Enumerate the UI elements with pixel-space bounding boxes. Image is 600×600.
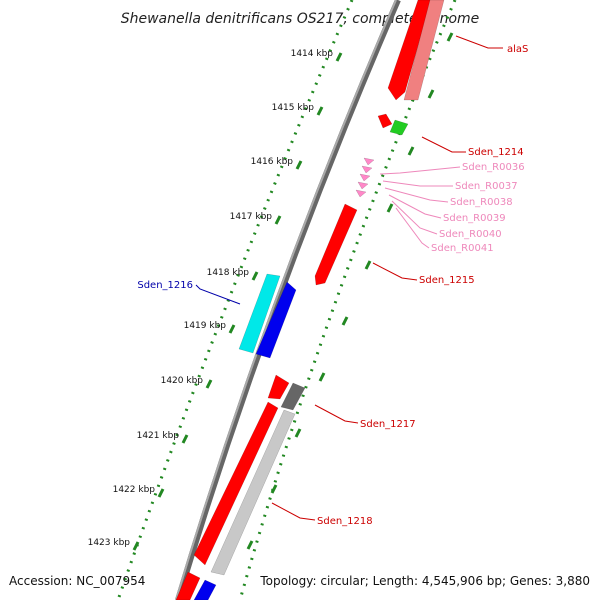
tick-label: 1421 kbp <box>137 431 180 441</box>
tick-mark <box>181 434 189 444</box>
gene-label: Sden_R0039 <box>443 213 506 224</box>
tick-label: 1414 kbp <box>291 49 334 59</box>
tick-mark <box>341 316 349 326</box>
gene-label: Sden_R0040 <box>439 229 502 240</box>
trna-feature <box>359 173 371 182</box>
alaS-complement-feature <box>403 0 445 101</box>
genome-summary: Topology: circular; Length: 4,545,906 bp… <box>260 574 590 588</box>
gene-label: Sden_R0036 <box>462 162 525 173</box>
gene-label: Sden_1217 <box>360 419 416 430</box>
gene-label: alaS <box>507 44 528 55</box>
bottom-red-feature <box>175 571 201 600</box>
tick-mark <box>316 106 324 116</box>
outer-ruler <box>116 0 354 600</box>
leader-line <box>379 166 461 175</box>
ruler-ticks: 1414 kbp 1415 kbp 1416 kbp 1417 kbp 1418 kbp… <box>88 32 454 551</box>
leader-line <box>314 404 359 424</box>
alaS-feature <box>387 0 432 101</box>
rrna-feature <box>389 119 409 136</box>
gene-label: Sden_1214 <box>468 147 524 158</box>
tick-mark <box>251 271 259 281</box>
tick-mark <box>228 324 236 334</box>
tick-label: 1420 kbp <box>161 376 204 386</box>
sden-1215-feature <box>314 203 358 286</box>
trna-feature <box>355 189 367 198</box>
gene-labels: alaS Sden_1214 Sden_R0036 Sden_R0037 Sden_R0… <box>137 44 528 527</box>
backbone-track <box>175 0 401 600</box>
tick-label: 1418 kbp <box>207 268 250 278</box>
trna-feature <box>361 165 373 174</box>
leader-line <box>388 194 442 219</box>
sden-1217b-feature <box>280 382 306 411</box>
gene-label: Sden_1216 <box>137 280 193 291</box>
tick-mark <box>294 428 302 438</box>
tick-mark <box>364 260 372 270</box>
tick-mark <box>157 488 165 498</box>
tick-label: 1422 kbp <box>113 485 156 495</box>
gene-label: Sden_R0038 <box>450 197 513 208</box>
leader-line <box>271 502 316 521</box>
gene-label: Sden_1218 <box>317 516 373 527</box>
leader-line <box>391 200 438 235</box>
tick-mark <box>335 52 343 62</box>
tick-mark <box>132 541 140 551</box>
tick-mark <box>386 203 394 213</box>
tick-mark <box>407 146 415 156</box>
trna-feature <box>363 157 375 166</box>
leader-line <box>421 136 466 153</box>
tick-label: 1415 kbp <box>272 103 315 113</box>
sden-1218-feature <box>193 401 279 566</box>
tick-label: 1419 kbp <box>184 321 227 331</box>
gene-label: Sden_R0041 <box>431 243 494 254</box>
sden-1214-feature <box>377 113 393 129</box>
tick-mark <box>274 215 282 225</box>
tick-mark <box>205 379 213 389</box>
tick-mark <box>427 89 435 99</box>
backbone-highlight <box>175 0 397 600</box>
inner-ruler <box>238 0 457 600</box>
label-leaders <box>195 35 503 521</box>
sden-1217-feature <box>267 374 290 400</box>
tick-mark <box>246 540 254 550</box>
tick-label: 1423 kbp <box>88 538 131 548</box>
leader-line <box>195 284 241 305</box>
sden-1218b-feature <box>210 409 296 576</box>
gene-label: Sden_1215 <box>419 275 475 286</box>
tick-mark <box>270 484 278 494</box>
leader-line <box>384 187 449 203</box>
tick-mark <box>446 32 454 42</box>
leader-line <box>395 207 430 249</box>
leader-line <box>372 262 418 281</box>
tick-label: 1417 kbp <box>230 212 273 222</box>
sden-1216b-feature <box>255 281 297 359</box>
leader-line <box>455 35 503 49</box>
trna-feature <box>357 181 369 190</box>
tick-label: 1416 kbp <box>251 157 294 167</box>
gene-label: Sden_R0037 <box>455 181 518 192</box>
tick-mark <box>295 160 303 170</box>
tick-mark <box>318 372 326 382</box>
bottom-blue-feature <box>193 579 217 600</box>
leader-line <box>382 180 453 187</box>
accession-text: Accession: NC_007954 <box>9 574 146 588</box>
gene-features <box>175 0 445 600</box>
sden-1216-feature <box>238 273 281 354</box>
